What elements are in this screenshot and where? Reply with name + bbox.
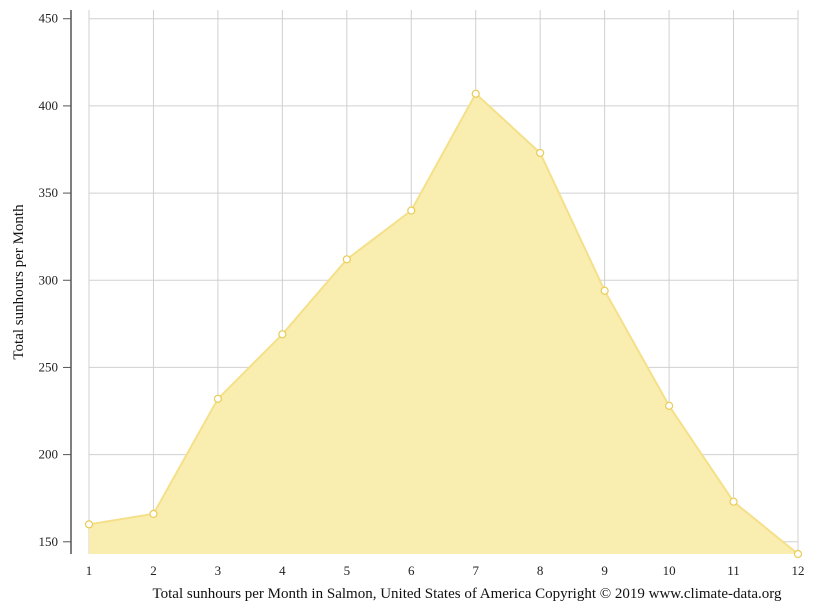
x-tick-label: 7	[472, 563, 479, 578]
data-point[interactable]	[793, 549, 803, 559]
data-point[interactable]	[342, 255, 351, 264]
data-point[interactable]	[213, 394, 223, 403]
x-tick-label: 3	[215, 563, 222, 578]
x-tick-label: 12	[792, 563, 805, 578]
y-tick-label: 400	[39, 98, 59, 113]
x-axis-title: Total sunhours per Month in Salmon, Unit…	[153, 586, 782, 602]
y-tick-label: 350	[39, 185, 59, 200]
y-tick-label: 200	[39, 447, 59, 462]
x-tick-label: 2	[150, 563, 157, 578]
area-layer	[88, 92, 799, 555]
marker-layer	[84, 89, 803, 559]
data-point[interactable]	[600, 286, 609, 295]
x-tick-label: 11	[727, 563, 740, 578]
series-line	[88, 92, 799, 555]
data-point[interactable]	[278, 330, 287, 339]
data-point[interactable]	[407, 206, 416, 215]
x-tick-label: 1	[86, 563, 93, 578]
area-fill	[89, 93, 798, 554]
x-tick-label: 8	[537, 563, 544, 578]
x-tick-label: 6	[408, 563, 415, 578]
data-point[interactable]	[471, 89, 480, 98]
x-tick-label: 4	[279, 563, 286, 578]
y-axis-title: Total sunhours per Month	[11, 204, 27, 360]
axis-layer	[63, 10, 72, 554]
data-point[interactable]	[729, 497, 738, 506]
y-tick-label: 300	[39, 272, 59, 287]
data-point[interactable]	[664, 401, 674, 410]
data-point[interactable]	[149, 509, 158, 518]
data-point[interactable]	[536, 148, 545, 158]
x-tick-label: 10	[663, 563, 676, 578]
y-tick-label: 450	[39, 11, 59, 26]
x-tick-label: 5	[344, 563, 351, 578]
x-tick-label: 9	[601, 563, 608, 578]
y-tick-label: 150	[39, 534, 59, 549]
data-point[interactable]	[84, 520, 94, 529]
y-tick-label: 250	[39, 359, 59, 374]
